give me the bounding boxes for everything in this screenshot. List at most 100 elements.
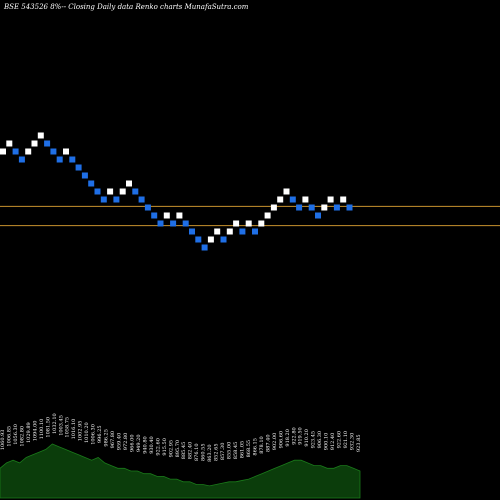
volume-label: 910.20 xyxy=(304,429,310,447)
volume-label: 906.60 xyxy=(278,431,284,449)
renko-brick-up xyxy=(264,212,271,219)
renko-brick-down xyxy=(333,204,340,211)
renko-brick-up xyxy=(327,196,334,203)
renko-brick-down xyxy=(132,188,139,195)
volume-area-path xyxy=(0,443,361,499)
volume-label: 1060.93 xyxy=(0,430,6,451)
renko-brick-down xyxy=(81,172,88,179)
renko-brick-up xyxy=(37,132,44,139)
renko-bricks xyxy=(0,132,353,251)
volume-label: 1029.89 xyxy=(26,422,32,443)
volume-area xyxy=(0,443,361,499)
volume-label: 919.50 xyxy=(298,427,304,445)
volume-label: 1081.50 xyxy=(45,417,51,438)
volume-label: 930.40 xyxy=(149,436,155,454)
volume-label: 922.60 xyxy=(337,431,343,449)
volume-label: 940.80 xyxy=(142,436,148,454)
renko-brick-down xyxy=(100,196,107,203)
volume-label: 923.85 xyxy=(356,435,362,453)
renko-brick-down xyxy=(346,204,353,211)
renko-brick-up xyxy=(258,220,265,227)
renko-brick-up xyxy=(340,196,347,203)
renko-brick-down xyxy=(75,164,82,171)
renko-brick-up xyxy=(0,148,6,155)
volume-label: 912.40 xyxy=(330,433,336,451)
renko-brick-down xyxy=(12,148,19,155)
volume-label: 855.00 xyxy=(227,442,233,460)
volume-label: 1058.75 xyxy=(65,417,71,438)
renko-brick-down xyxy=(308,204,315,211)
renko-brick-up xyxy=(126,180,132,187)
renko-brick-up xyxy=(277,196,284,203)
renko-brick-up xyxy=(302,196,309,203)
renko-brick-down xyxy=(88,180,95,187)
renko-brick-up xyxy=(283,188,290,195)
volume-label: 857.30 xyxy=(220,443,226,461)
volume-label: 949.20 xyxy=(136,435,142,453)
chart-title: BSE 543526 8%-- Closing Daily data Renko… xyxy=(3,3,249,11)
renko-brick-down xyxy=(182,220,189,227)
volume-label: 868.55 xyxy=(246,440,252,458)
renko-brick-down xyxy=(252,228,258,235)
renko-brick-up xyxy=(270,204,277,211)
volume-label: 959.40 xyxy=(117,433,123,451)
volume-label: 895.70 xyxy=(175,440,181,458)
volume-label: 996.25 xyxy=(97,426,103,444)
renko-brick-up xyxy=(245,220,252,227)
volume-label: 885.45 xyxy=(181,442,187,460)
volume-label: 923.45 xyxy=(311,431,317,449)
volume-label: 900.10 xyxy=(324,433,330,451)
renko-brick-down xyxy=(69,156,76,163)
volume-label: 1100.10 xyxy=(39,419,45,440)
volume-label: 1056.30 xyxy=(13,424,19,445)
renko-brick-down xyxy=(289,196,296,203)
renko-brick-down xyxy=(138,196,145,203)
renko-brick-down xyxy=(151,212,158,219)
volume-label: 882.40 xyxy=(188,442,194,460)
volume-label: 922.60 xyxy=(155,438,161,456)
volume-label: 878.10 xyxy=(259,436,265,454)
renko-brick-up xyxy=(31,140,38,147)
renko-brick-down xyxy=(56,156,63,163)
volume-label: 902.00 xyxy=(272,433,278,451)
volume-label: 863.20 xyxy=(207,444,213,462)
renko-brick-up xyxy=(6,140,13,147)
volume-label: 922.80 xyxy=(291,427,297,445)
volume-label: 906.30 xyxy=(317,431,323,449)
renko-brick-up xyxy=(226,228,233,235)
volume-label: 1010.20 xyxy=(84,422,90,443)
volume-label: 966.00 xyxy=(129,435,135,453)
volume-label: 1002.95 xyxy=(78,421,84,442)
renko-brick-down xyxy=(50,148,57,155)
volume-labels: 1060.93 1006.85 1056.30 1082.80 1029.89 1094.… xyxy=(0,413,362,462)
volume-label: 860.55 xyxy=(201,444,207,462)
volume-label: 918.20 xyxy=(285,429,291,447)
volume-label: 858.45 xyxy=(233,442,239,460)
volume-label: 1082.80 xyxy=(19,426,25,447)
volume-label: 915.50 xyxy=(162,438,168,456)
volume-label: 932.30 xyxy=(350,433,356,451)
volume-label: 1003.45 xyxy=(58,415,64,436)
volume-label: 902.95 xyxy=(168,440,174,458)
volume-label: 1006.30 xyxy=(91,424,97,445)
renko-brick-up xyxy=(163,212,170,219)
renko-brick-up xyxy=(25,148,32,155)
volume-label: 852.65 xyxy=(214,444,220,462)
volume-label: 866.15 xyxy=(252,438,258,456)
renko-brick-up xyxy=(176,212,183,219)
renko-brick-down xyxy=(201,244,208,251)
volume-label: 972.80 xyxy=(123,433,129,451)
renko-brick-down xyxy=(220,236,227,243)
renko-brick-down xyxy=(315,212,321,219)
renko-brick-up xyxy=(214,228,221,235)
volume-label: 1016.10 xyxy=(71,419,77,440)
renko-brick-down xyxy=(18,156,25,163)
volume-label: 986.25 xyxy=(104,429,110,447)
renko-brick-up xyxy=(63,148,69,155)
volume-label: 1032.10 xyxy=(52,413,58,434)
renko-brick-down xyxy=(144,204,151,211)
renko-brick-down xyxy=(113,196,120,203)
renko-brick-up xyxy=(119,188,126,195)
renko-brick-down xyxy=(195,236,202,243)
